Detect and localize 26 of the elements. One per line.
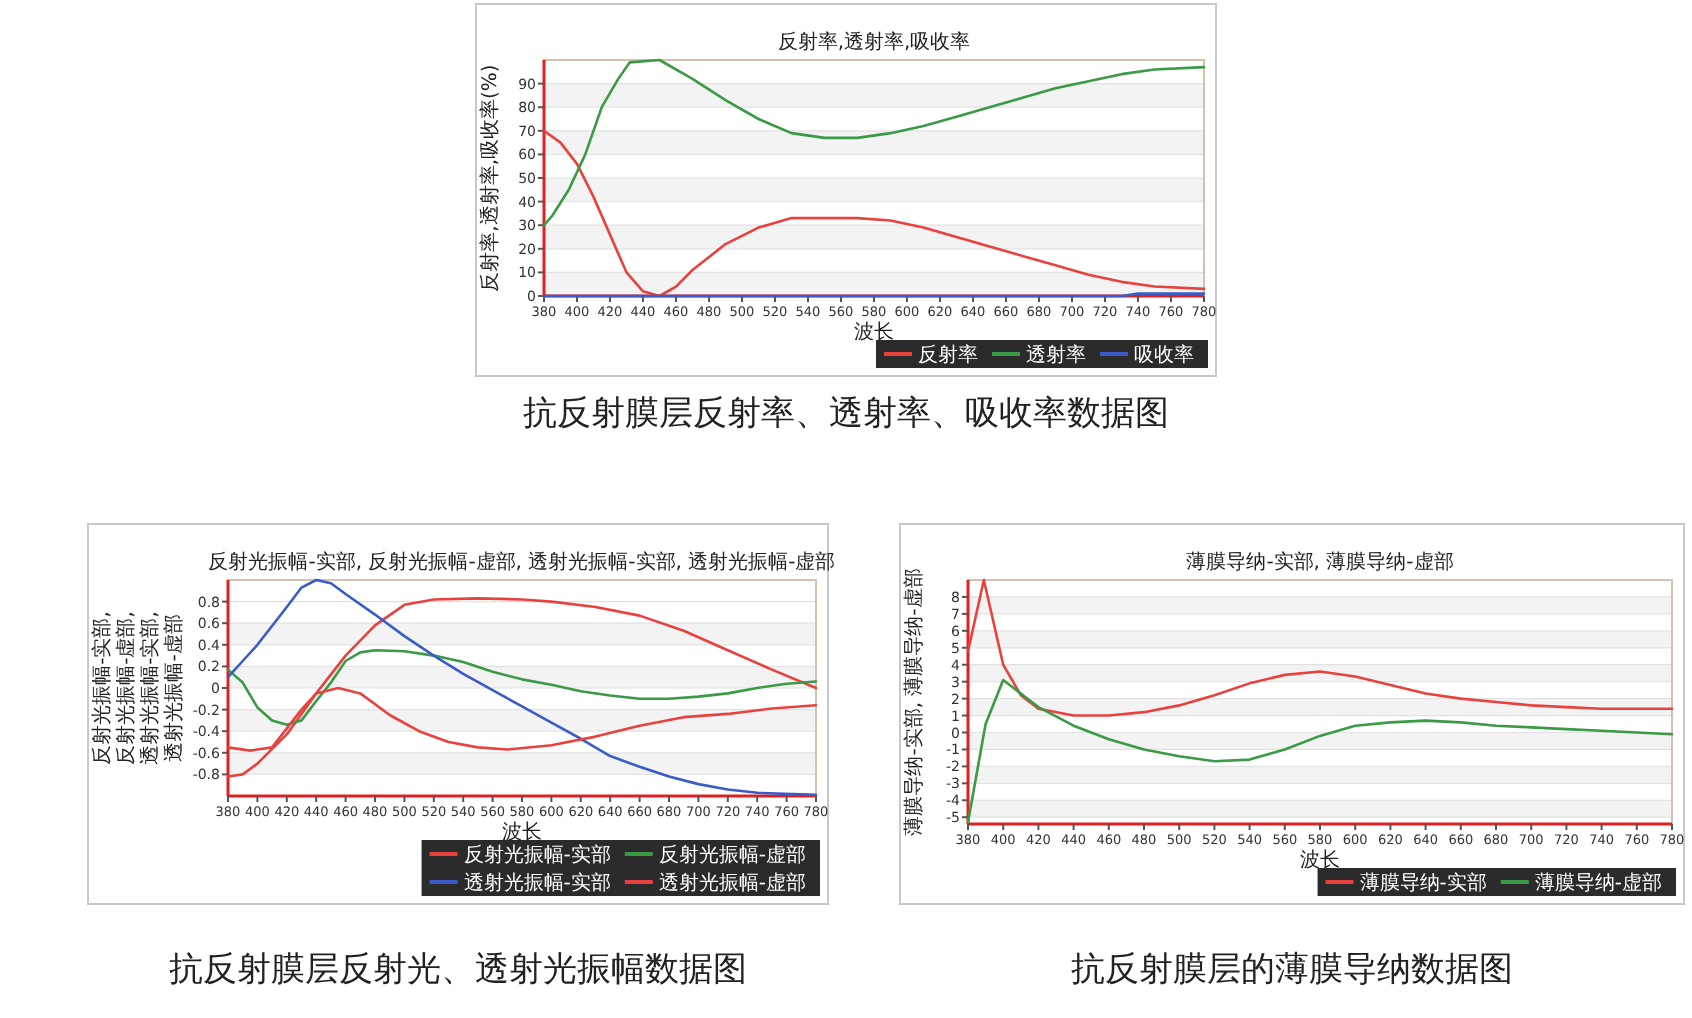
legend-label: 透射光振幅-实部 bbox=[463, 871, 611, 895]
line-series bbox=[226, 597, 818, 778]
legend-label: 吸收率 bbox=[1134, 343, 1194, 367]
legend-label: 反射光振幅-虚部 bbox=[658, 843, 806, 867]
x-axis-title: 波长 bbox=[1300, 848, 1340, 872]
x-axis-title: 波长 bbox=[854, 320, 894, 344]
y-axis-title: 薄膜导纳-实部, 薄膜导纳-虚部 bbox=[902, 568, 926, 836]
legend-label: 透射率 bbox=[1026, 343, 1086, 367]
legend-label: 反射率 bbox=[918, 343, 978, 367]
text: 抗反射膜层反射率、透射率、吸收率数据图 bbox=[523, 394, 1169, 434]
text: 抗反射膜层的薄膜导纳数据图 bbox=[1071, 950, 1513, 990]
chart-title: 反射光振幅-实部, 反射光振幅-虚部, 透射光振幅-实部, 透射光振幅-虚部 bbox=[208, 550, 836, 574]
text: 抗反射膜层反射光、透射光振幅数据图 bbox=[169, 950, 747, 990]
legend-label: 透射光振幅-虚部 bbox=[658, 871, 806, 895]
legend-label: 反射光振幅-实部 bbox=[463, 843, 611, 867]
line-series bbox=[226, 578, 818, 797]
line-series bbox=[226, 648, 818, 727]
line-series bbox=[542, 58, 1206, 227]
legend-label: 薄膜导纳-实部 bbox=[1359, 871, 1487, 895]
chart-title: 反射率,透射率,吸收率 bbox=[777, 30, 971, 54]
x-axis-title: 波长 bbox=[502, 820, 542, 844]
line-series bbox=[966, 578, 1674, 717]
y-axis-title: 反射光振幅-实部, 反射光振幅-虚部, 透射光振幅-实部, 透射光振幅-虚部 bbox=[90, 611, 186, 765]
legend-label: 薄膜导纳-虚部 bbox=[1534, 871, 1662, 895]
chart-title: 薄膜导纳-实部, 薄膜导纳-虚部 bbox=[1186, 550, 1454, 574]
y-axis-title: 反射率,透射率,吸收率(%) bbox=[478, 64, 502, 292]
